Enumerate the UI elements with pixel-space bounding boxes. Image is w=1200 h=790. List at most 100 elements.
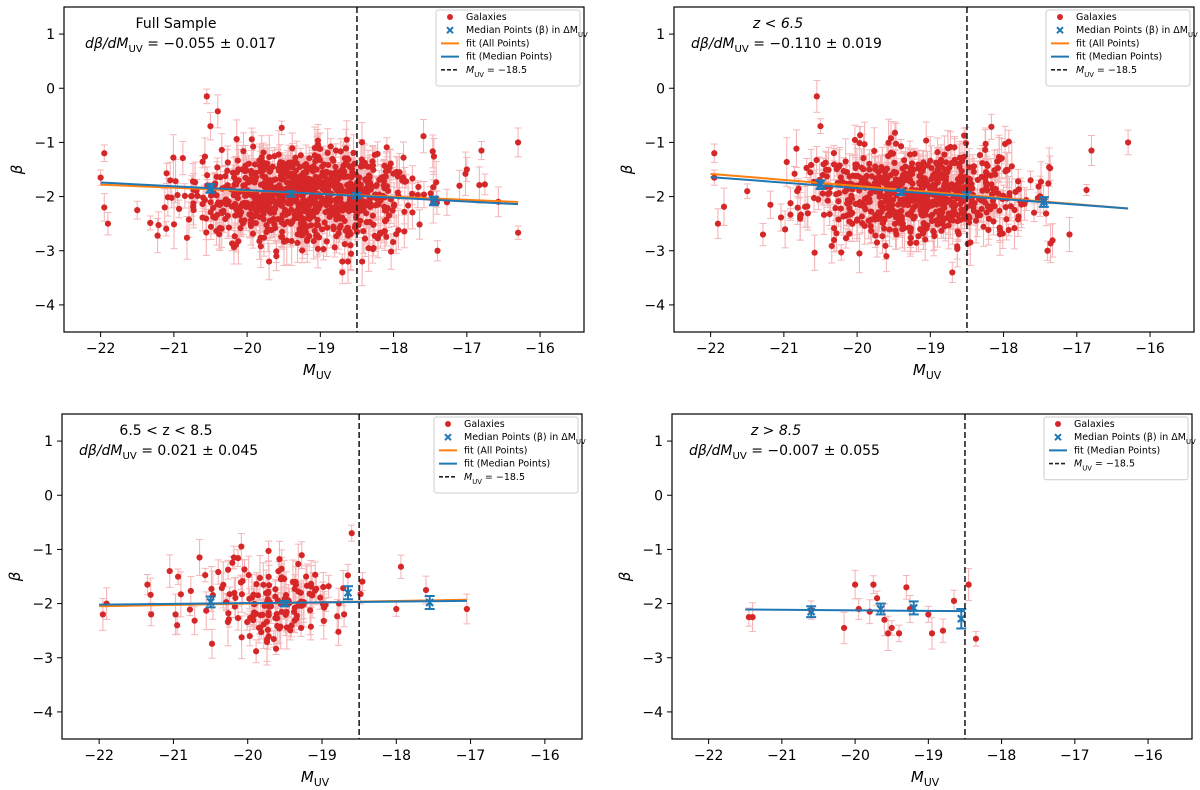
galaxy-point [344, 258, 352, 265]
galaxy-point [322, 209, 329, 216]
galaxy-point [401, 228, 408, 235]
galaxy-point [301, 162, 308, 169]
median-point [428, 195, 439, 207]
galaxy-point [101, 150, 108, 157]
galaxy-point [292, 167, 300, 174]
galaxy-point [358, 139, 366, 146]
galaxy-point [257, 207, 264, 214]
galaxy-point [347, 250, 355, 257]
galaxy-point [384, 187, 392, 194]
galaxy-point [301, 175, 308, 182]
galaxy-point [408, 190, 416, 198]
galaxy-point [314, 245, 321, 252]
galaxy-point [310, 237, 317, 245]
galaxy-point [232, 212, 239, 219]
galaxy-point [378, 174, 385, 181]
galaxy-point [266, 195, 273, 202]
galaxy-point [155, 221, 162, 229]
galaxy-point [253, 174, 260, 181]
galaxy-point [345, 173, 352, 180]
legend-item-label: Median Points (β) in ΔMUV [466, 25, 588, 39]
galaxy-point [351, 160, 358, 167]
galaxy-point [276, 182, 283, 189]
galaxy-point [248, 136, 255, 143]
x-tick-label: −17 [452, 341, 482, 357]
galaxy-point [336, 173, 344, 180]
galaxy-point [401, 178, 408, 185]
galaxy-point [335, 230, 342, 237]
galaxy-point [344, 224, 351, 231]
galaxy-point [383, 144, 390, 151]
galaxy-point [161, 204, 168, 211]
galaxy-point [394, 189, 401, 196]
x-axis-label: MUV [303, 361, 332, 382]
x-tick-label: −16 [525, 341, 555, 357]
galaxy-point [249, 200, 257, 207]
galaxy-point [363, 210, 370, 217]
galaxy-point [260, 191, 267, 198]
galaxy-point [194, 192, 201, 199]
galaxy-point [514, 139, 522, 146]
galaxy-point [339, 258, 346, 265]
galaxy-point [201, 196, 208, 204]
galaxy-point [310, 163, 317, 170]
galaxy-point [214, 211, 221, 218]
galaxy-point [311, 227, 318, 234]
x-tick-label: −22 [86, 341, 116, 357]
galaxy-point [372, 202, 379, 209]
galaxy-point [300, 215, 308, 222]
galaxy-point [147, 219, 154, 227]
galaxy-point [409, 209, 416, 216]
galaxy-point [320, 245, 327, 253]
galaxy-point [306, 155, 313, 162]
galaxy-point [287, 200, 294, 208]
galaxy-point [207, 209, 214, 216]
galaxy-point [262, 205, 269, 212]
galaxy-point [213, 192, 220, 199]
galaxy-point [240, 201, 247, 208]
galaxy-point [235, 238, 242, 245]
galaxy-point [476, 181, 483, 189]
galaxy-point [235, 177, 242, 184]
legend-item-label: MUV = −18.5 [466, 65, 527, 79]
fit-median-points-line [100, 181, 519, 206]
galaxy-point [230, 244, 238, 251]
galaxy-point [401, 208, 408, 215]
galaxy-point [383, 183, 391, 190]
galaxy-point [101, 204, 108, 211]
galaxy-point [367, 200, 374, 207]
galaxy-point [332, 169, 339, 176]
galaxy-point [204, 172, 211, 179]
galaxy-point [231, 181, 238, 188]
galaxy-point [463, 166, 470, 173]
galaxy-point [270, 177, 277, 184]
galaxy-point [181, 192, 188, 200]
galaxy-point [246, 211, 253, 218]
galaxy-point [224, 199, 232, 206]
galaxy-point [481, 181, 488, 188]
legend-item-label: Galaxies [466, 12, 507, 23]
galaxy-point [391, 201, 398, 208]
y-tick-label: −1 [34, 135, 55, 151]
galaxy-point [251, 161, 259, 168]
galaxy-point [427, 190, 434, 197]
galaxy-point [346, 204, 353, 211]
galaxy-point [318, 226, 326, 233]
galaxy-point [260, 167, 267, 174]
galaxy-point [271, 225, 279, 232]
galaxy-point [199, 158, 206, 165]
galaxy-point [370, 166, 377, 174]
galaxy-point [207, 223, 215, 230]
galaxy-point [319, 163, 326, 170]
galaxy-point [97, 174, 104, 181]
galaxy-point [433, 179, 440, 186]
galaxy-point [360, 227, 367, 235]
galaxy-point [361, 235, 369, 242]
galaxy-point [277, 159, 284, 166]
galaxy-point [321, 219, 328, 226]
galaxy-point [280, 238, 288, 245]
galaxy-point [323, 168, 330, 175]
galaxy-point [224, 159, 231, 166]
galaxy-point [250, 143, 257, 150]
